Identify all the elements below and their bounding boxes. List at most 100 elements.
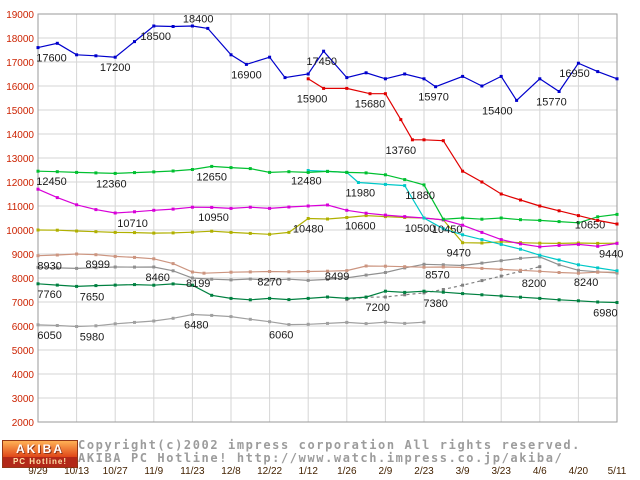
data-point-dark-green [383,289,387,293]
data-point-red [615,222,619,226]
data-label-blue: 17450 [306,56,337,68]
data-point-magenta [615,241,619,245]
data-point-magenta [538,245,542,249]
data-point-dark-green [287,298,291,302]
data-point-green [190,168,194,171]
data-label-green: 12450 [36,176,67,188]
data-label-green: 10650 [575,219,606,231]
data-point-blue [94,54,98,58]
data-point-blue [306,72,310,76]
data-point-gray [557,263,561,267]
data-point-gray [55,266,59,270]
data-label-cyan: 12480 [291,176,322,188]
data-point-magenta [345,208,349,212]
data-point-olive [94,230,98,234]
data-label-green: 11880 [405,190,435,202]
data-point-blue [422,77,426,81]
x-axis-tick-label: 3/9 [456,466,470,477]
data-point-magenta [268,206,272,210]
data-point-gray-dotted [441,288,445,291]
data-point-magenta [171,207,175,211]
data-point-gray [75,266,79,270]
data-point-bottom-gray [75,325,79,328]
data-point-blue [55,41,59,45]
data-point-tan [345,269,349,273]
x-axis-tick-label: 3/23 [491,466,511,477]
x-axis-tick-label: 10/27 [103,466,128,477]
data-point-tan [133,255,136,259]
data-point-cyan [403,184,407,188]
data-point-magenta [55,196,59,200]
data-point-tan [557,271,561,274]
data-point-dark-green [36,282,40,286]
data-point-dark-green [306,296,310,300]
x-axis-tick-label: 11/9 [144,466,163,477]
watermark-copyright: Copyright(c)2002 impress corporation All… [78,438,582,452]
data-label-tan: 8930 [37,261,61,273]
y-axis-tick-label: 11000 [7,202,35,213]
data-point-green [557,220,561,224]
data-point-magenta [133,210,136,214]
akiba-pc-hotline-logo: AKIBA PC Hotline! [2,440,78,468]
data-point-green [171,169,175,173]
data-label-bottom-gray: 6060 [269,330,293,342]
data-point-bottom-gray [36,323,40,327]
data-point-green [596,215,600,219]
data-point-gray [229,278,233,282]
data-label-dark-green: 6980 [593,308,617,320]
data-point-red [596,218,600,222]
data-label-blue: 17600 [36,53,67,65]
data-point-dark-green [480,293,484,297]
data-point-magenta [210,205,214,209]
data-point-bottom-gray [306,322,310,326]
data-point-dark-green [210,293,214,297]
data-label-tan: 8999 [86,259,110,271]
data-label-gray: 8570 [425,269,449,281]
data-point-magenta [248,205,252,209]
data-label-blue: 17200 [100,62,131,74]
data-point-dark-green [403,290,407,294]
data-label-magenta: 10950 [198,212,229,224]
data-point-gray-dotted [480,279,484,283]
y-axis-tick-label: 16000 [6,82,34,93]
data-point-tan [36,254,40,258]
data-label-blue: 18400 [183,13,214,25]
data-point-blue [283,76,287,80]
data-label-tan: 8270 [257,277,281,289]
data-point-bottom-gray [383,320,387,324]
data-point-gray [133,265,136,269]
data-point-blue [538,77,542,81]
data-point-magenta [557,243,561,247]
data-point-gray [499,259,503,263]
data-point-gray-dotted [403,293,407,297]
x-axis-tick-label: 2/9 [378,466,392,477]
data-point-green [499,216,503,220]
watermark-site-url: AKIBA PC Hotline! http://www.watch.impre… [78,451,564,465]
data-label-blue: 16950 [559,68,590,80]
data-point-blue [461,74,465,78]
data-point-olive [596,241,600,245]
data-point-tan [113,254,117,258]
data-point-dark-green [596,300,600,304]
data-point-magenta [576,242,580,246]
data-point-magenta [403,215,407,219]
data-point-gray [306,278,310,282]
x-axis-tick-label: 10/13 [64,466,89,477]
data-point-red [306,77,310,81]
data-point-dark-green [441,290,445,294]
data-point-blue [383,77,387,81]
data-point-cyan [441,227,445,231]
data-point-blue [152,24,156,28]
data-point-cyan [576,263,580,267]
data-point-dark-green [557,298,561,302]
data-point-tan [422,265,426,269]
data-point-gray-dotted [422,291,426,295]
data-point-dark-green [171,282,175,286]
y-axis-tick-label: 10000 [6,226,34,237]
data-point-green [210,164,214,168]
data-point-gray [268,278,272,282]
data-point-gray [345,276,349,280]
data-point-dark-green [190,283,194,287]
data-point-bottom-gray [133,320,136,324]
x-axis-tick-label: 2/23 [414,466,434,477]
